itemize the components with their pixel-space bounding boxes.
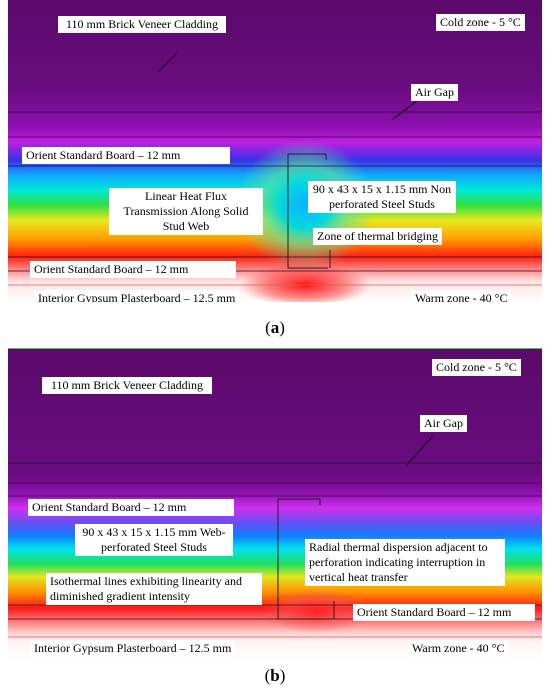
cold-zone-label: Cold zone - 5 °C bbox=[432, 359, 521, 376]
warm-zone-label: Warm zone - 40 °C bbox=[411, 290, 512, 302]
gypsum-label: Interior Gypsum Plasterboard – 12.5 mm bbox=[34, 290, 240, 302]
thermal-map-panel-b: Cold zone - 5 °C 110 mm Brick Veneer Cla… bbox=[8, 348, 542, 661]
cold-zone-label: Cold zone - 5 °C bbox=[436, 14, 525, 31]
thermal-bridging-label: Zone of thermal bridging bbox=[313, 228, 442, 245]
osb-bottom-label: Orient Standard Board – 12 mm bbox=[353, 604, 535, 621]
web-perforated-studs-label: 90 x 43 x 15 x 1.15 mm Web-perforated St… bbox=[75, 524, 233, 556]
isothermal-lines-label: Isothermal lines exhibiting linearity an… bbox=[46, 573, 262, 605]
gypsum-label: Interior Gypsum Plasterboard – 12.5 mm bbox=[30, 640, 236, 657]
brick-veneer-label: 110 mm Brick Veneer Cladding bbox=[42, 377, 212, 394]
warm-zone-label: Warm zone - 40 °C bbox=[408, 640, 509, 657]
stud-outline-b bbox=[277, 498, 334, 620]
caption-a: (a) bbox=[265, 318, 285, 337]
non-perforated-studs-label: 90 x 43 x 15 x 1.15 mm Non perforated St… bbox=[308, 181, 456, 213]
air-gap-label: Air Gap bbox=[411, 84, 458, 101]
stud-outline-a bbox=[287, 153, 328, 269]
osb-top-label: Orient Standard Board – 12 mm bbox=[22, 147, 230, 164]
brick-veneer-label: 110 mm Brick Veneer Cladding bbox=[58, 16, 226, 33]
thermal-map-panel-a: 110 mm Brick Veneer Cladding Cold zone -… bbox=[8, 0, 542, 302]
air-gap-label: Air Gap bbox=[420, 415, 467, 432]
osb-top-label: Orient Standard Board – 12 mm bbox=[28, 499, 234, 516]
radial-dispersion-label: Radial thermal dispersion adjacent to pe… bbox=[305, 539, 505, 586]
linear-heat-flux-label: Linear Heat Flux Transmission Along Soli… bbox=[109, 188, 263, 235]
caption-b: (b) bbox=[264, 666, 286, 685]
osb-bottom-label: Orient Standard Board – 12 mm bbox=[30, 261, 236, 278]
